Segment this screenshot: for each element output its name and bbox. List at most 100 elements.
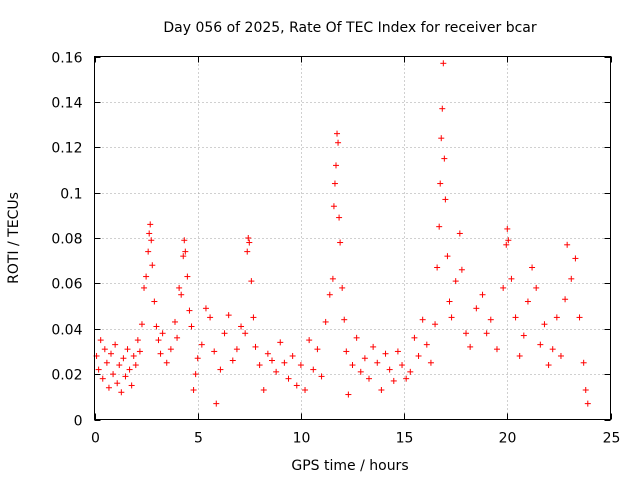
data-point-marker (394, 348, 401, 355)
data-point-marker (143, 273, 150, 280)
data-point-marker (184, 273, 191, 280)
data-point-marker (438, 135, 445, 142)
x-tick-label: 10 (293, 431, 311, 447)
y-tick-label: 0.04 (51, 323, 82, 339)
data-point-marker (314, 346, 321, 353)
data-point-marker (537, 341, 544, 348)
data-point-marker (95, 366, 102, 373)
data-point-marker (248, 278, 255, 285)
data-point-marker (343, 348, 350, 355)
data-point-marker (529, 264, 536, 271)
data-point-marker (493, 346, 500, 353)
data-point-marker (479, 291, 486, 298)
data-point-marker (124, 346, 131, 353)
data-point-marker (264, 350, 271, 357)
data-point-marker (334, 130, 341, 137)
data-point-marker (505, 237, 512, 244)
data-point-marker (582, 387, 589, 394)
data-point-marker (374, 359, 381, 366)
data-point-marker (147, 221, 154, 228)
y-tick-label: 0.12 (51, 141, 82, 157)
data-point-marker (483, 330, 490, 337)
data-point-marker (452, 278, 459, 285)
data-point-marker (357, 368, 364, 375)
data-point-marker (149, 262, 156, 269)
data-point-marker (399, 362, 406, 369)
data-point-marker (190, 387, 197, 394)
data-point-marker (181, 237, 188, 244)
data-point-marker (171, 318, 178, 325)
data-point-marker (310, 366, 317, 373)
data-point-marker (277, 339, 284, 346)
data-point-marker (524, 298, 531, 305)
data-point-marker (545, 362, 552, 369)
data-point-marker (217, 366, 224, 373)
data-point-marker (167, 346, 174, 353)
data-point-marker (110, 371, 117, 378)
y-tick-label: 0.08 (51, 232, 82, 248)
data-point-marker (256, 362, 263, 369)
data-point-marker (520, 332, 527, 339)
data-point-marker (345, 391, 352, 398)
data-point-marker (130, 352, 137, 359)
data-point-marker (386, 366, 393, 373)
data-point-marker (188, 323, 195, 330)
data-point-marker (562, 296, 569, 303)
data-point-marker (145, 248, 152, 255)
data-point-marker (229, 357, 236, 364)
data-point-marker (557, 352, 564, 359)
data-point-marker (336, 214, 343, 221)
data-point-marker (584, 400, 591, 407)
data-point-marker (246, 239, 253, 246)
data-point-marker (285, 375, 292, 382)
data-point-marker (503, 241, 510, 248)
data-point-marker (293, 382, 300, 389)
data-point-marker (120, 355, 127, 362)
y-tick-label: 0.1 (60, 187, 82, 203)
data-point-marker (419, 316, 426, 323)
data-point-marker (182, 248, 189, 255)
axis-ticks (94, 56, 612, 421)
data-point-marker (541, 321, 548, 328)
data-point-marker (512, 314, 519, 321)
data-point-marker (148, 237, 155, 244)
data-point-marker (330, 203, 337, 210)
data-point-marker (155, 337, 162, 344)
data-point-marker (114, 380, 121, 387)
data-point-marker (332, 162, 339, 169)
data-point-marker (353, 334, 360, 341)
x-axis-title: GPS time / hours (291, 458, 408, 474)
data-point-marker (533, 284, 540, 291)
data-point-marker (202, 305, 209, 312)
data-point-marker (516, 352, 523, 359)
data-point-marker (322, 318, 329, 325)
y-tick-label: 0.06 (51, 277, 82, 293)
data-point-marker (427, 359, 434, 366)
data-point-marker (101, 346, 108, 353)
data-point-marker (134, 337, 141, 344)
data-point-marker (233, 346, 240, 353)
data-point-marker (341, 316, 348, 323)
y-tick-label: 0.02 (51, 368, 82, 384)
data-point-marker (306, 337, 313, 344)
y-axis-title: ROTI / TECUs (6, 192, 22, 284)
data-point-marker (423, 341, 430, 348)
data-point-marker (128, 382, 135, 389)
data-point-marker (99, 375, 106, 382)
data-point-marker (553, 314, 560, 321)
data-point-marker (326, 291, 333, 298)
data-point-marker (194, 355, 201, 362)
data-point-marker (432, 321, 439, 328)
data-point-marker (105, 384, 112, 391)
data-point-marker (467, 343, 474, 350)
data-point-marker (213, 400, 220, 407)
x-tick-labels: 0 5 10 15 20 25 (91, 431, 620, 447)
data-point-marker (126, 366, 133, 373)
data-point-marker (318, 373, 325, 380)
data-point-marker (302, 387, 309, 394)
data-point-marker (132, 362, 139, 369)
data-point-marker (176, 284, 183, 291)
data-point-marker (434, 264, 441, 271)
data-point-marker (138, 321, 145, 328)
data-point-marker (225, 312, 232, 319)
